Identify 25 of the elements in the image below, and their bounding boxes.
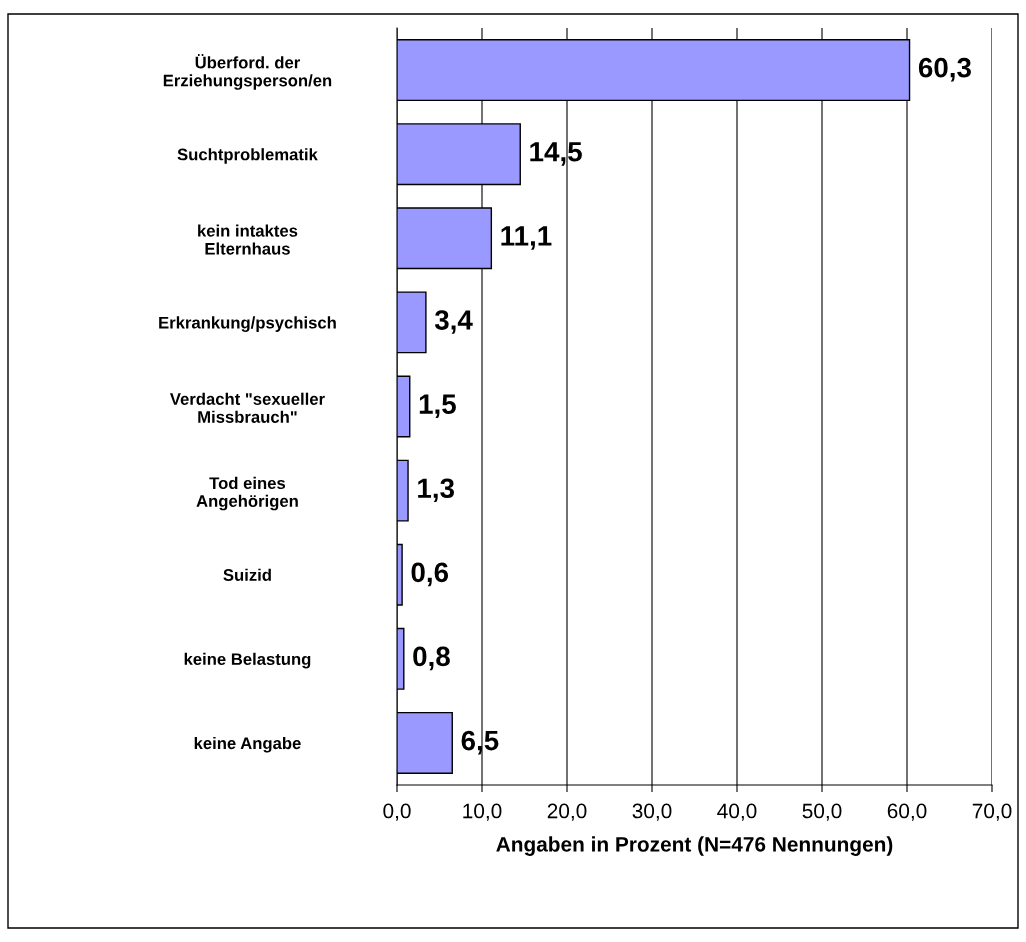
x-tick-label: 40,0: [717, 803, 757, 821]
data-label: 1,3: [418, 478, 454, 503]
y-tick-label: keine Belastung: [184, 652, 311, 669]
data-label: 11,1: [501, 226, 552, 250]
x-tick-label: 0,0: [383, 803, 411, 821]
x-tick-label: 20,0: [547, 803, 587, 821]
x-tick-label: 10,0: [463, 803, 502, 821]
y-tick-label: Suchtproblematik: [177, 148, 318, 164]
data-label: 0,6: [411, 562, 449, 587]
data-label: 0,8: [413, 646, 450, 671]
y-tick-label: Suizid: [223, 568, 271, 581]
y-tick-label: Überford. der Erziehungsperson/en: [163, 54, 332, 90]
y-tick-label: Verdacht "sexueller Missbrauch": [169, 392, 325, 423]
y-tick-label: kein intaktes Elternhaus: [198, 224, 298, 255]
x-tick-label: 60,0: [887, 803, 927, 821]
data-label: 3,4: [434, 310, 473, 334]
x-tick-label: 70,0: [972, 803, 1012, 821]
x-tick-label: 30,0: [632, 803, 672, 821]
x-axis-title: Angaben in Prozent (N=476 Nennungen): [496, 836, 893, 856]
y-tick-label: Tod eines Angehörigen: [196, 476, 298, 511]
y-tick-label: Erkrankung/psychisch: [159, 316, 336, 332]
x-tick-label: 50,0: [802, 803, 842, 821]
data-label: 1,5: [419, 394, 456, 418]
data-label: 60,3: [918, 57, 971, 82]
y-tick-label: keine Angabe: [194, 736, 301, 753]
